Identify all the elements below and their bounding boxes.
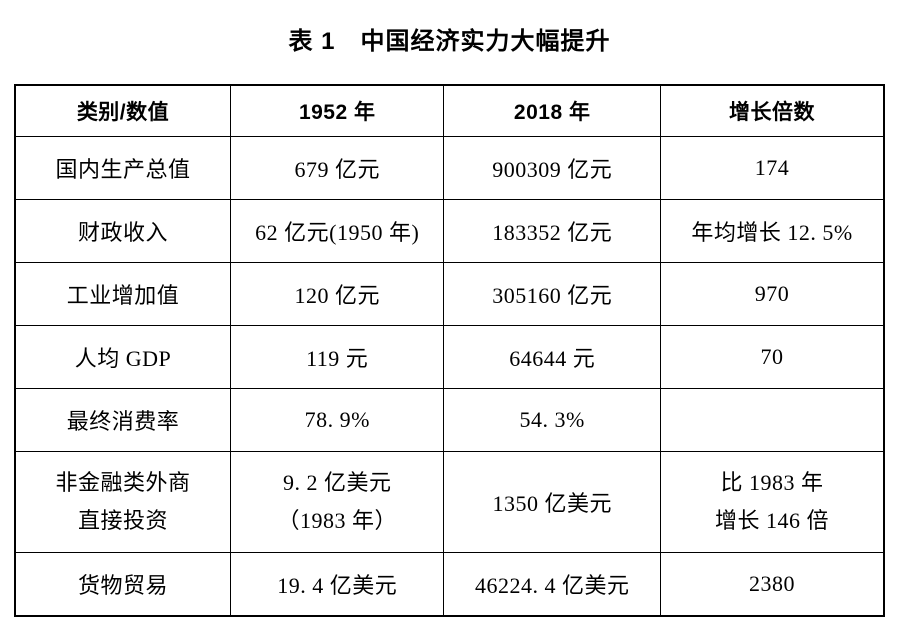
table-cell: 1350 亿美元 — [443, 451, 661, 553]
header-cell-2018: 2018 年 — [443, 84, 661, 137]
table-cell: 120 亿元 — [229, 262, 445, 326]
table-cell: 比 1983 年 增长 146 倍 — [659, 451, 885, 553]
table-cell: 46224. 4 亿美元 — [443, 552, 661, 617]
table-cell: 305160 亿元 — [443, 262, 661, 326]
table-cell: 年均增长 12. 5% — [659, 199, 885, 263]
table-row-foreign-direct-investment: 非金融类外商 直接投资 9. 2 亿美元 （1983 年） 1350 亿美元 比… — [14, 451, 885, 553]
table-cell: 54. 3% — [443, 388, 661, 452]
table-cell: 174 — [659, 136, 885, 200]
table-cell: 9. 2 亿美元 （1983 年） — [229, 451, 445, 553]
table-cell: 970 — [659, 262, 885, 326]
page-title: 表 1 中国经济实力大幅提升 — [288, 28, 611, 55]
table-row-fiscal-revenue: 财政收入 62 亿元(1950 年) 183352 亿元 年均增长 12. 5% — [14, 199, 885, 263]
table-cell: 货物贸易 — [14, 552, 231, 617]
header-cell-category: 类别/数值 — [14, 84, 231, 137]
table-cell: 工业增加值 — [14, 262, 231, 326]
table-cell: 183352 亿元 — [443, 199, 661, 263]
table-cell: 19. 4 亿美元 — [229, 552, 445, 617]
table-cell: 2380 — [659, 552, 885, 617]
cell-line: （1983 年） — [277, 508, 397, 533]
cell-line: 非金融类外商 — [55, 469, 191, 495]
economy-table: 类别/数值 1952 年 2018 年 增长倍数 国内生产总值 679 亿元 9… — [14, 84, 885, 617]
cell-line: 9. 2 亿美元 — [282, 469, 392, 495]
cell-line: 比 1983 年 — [720, 469, 824, 495]
table-cell: 70 — [659, 325, 885, 389]
table-cell: 国内生产总值 — [14, 136, 231, 200]
table-cell: 900309 亿元 — [443, 136, 661, 200]
table-cell: 119 元 — [229, 325, 445, 389]
table-cell: 财政收入 — [14, 199, 231, 263]
header-cell-1952: 1952 年 — [229, 84, 445, 137]
table-cell: 人均 GDP — [14, 325, 231, 389]
table-cell-empty — [659, 388, 885, 452]
table-row-final-consumption-rate: 最终消费率 78. 9% 54. 3% — [14, 388, 885, 452]
table-cell: 最终消费率 — [14, 388, 231, 452]
table-row-industrial-added-value: 工业增加值 120 亿元 305160 亿元 970 — [14, 262, 885, 326]
table-cell: 64644 元 — [443, 325, 661, 389]
cell-line: 直接投资 — [77, 508, 168, 533]
table-cell: 78. 9% — [229, 388, 445, 452]
table-cell: 62 亿元(1950 年) — [229, 199, 445, 263]
table-row-gdp: 国内生产总值 679 亿元 900309 亿元 174 — [14, 136, 885, 200]
table-cell: 非金融类外商 直接投资 — [14, 451, 231, 553]
table-row-per-capita-gdp: 人均 GDP 119 元 64644 元 70 — [14, 325, 885, 389]
table-cell: 679 亿元 — [229, 136, 445, 200]
table-row-goods-trade: 货物贸易 19. 4 亿美元 46224. 4 亿美元 2380 — [14, 552, 885, 617]
header-cell-growth: 增长倍数 — [659, 84, 885, 137]
table-header-row: 类别/数值 1952 年 2018 年 增长倍数 — [14, 84, 885, 137]
cell-line: 增长 146 倍 — [714, 508, 829, 533]
